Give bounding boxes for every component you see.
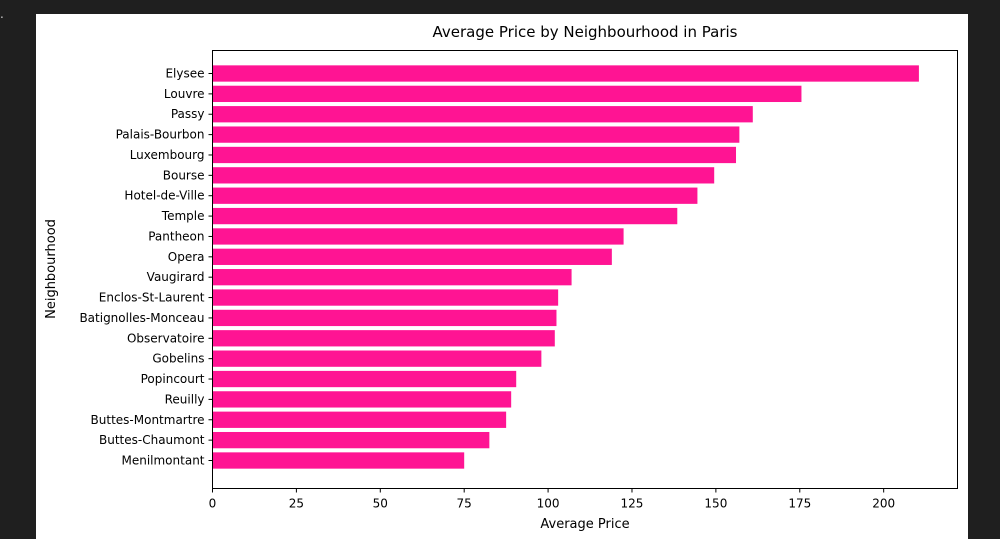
bar (212, 228, 624, 245)
x-axis-ticks: 0 25 50 75 100 125 150 175 200 (209, 488, 895, 511)
x-tick-label: 25 (289, 497, 304, 511)
bar (212, 431, 490, 449)
x-axis-label: Average Price (540, 517, 629, 532)
y-tick-label: Batignolles-Monceau (79, 311, 204, 325)
y-tick-label: Gobelins (152, 352, 204, 366)
bar (212, 391, 512, 408)
y-tick-label: Popincourt (141, 372, 205, 386)
y-tick-label: Pantheon (148, 229, 204, 243)
chart-figure: Average Price by Neighbourhood in Paris … (36, 14, 968, 539)
y-tick-label: Buttes-Chaumont (99, 433, 205, 447)
x-tick-label: 200 (872, 497, 895, 511)
y-tick-label: Buttes-Montmartre (91, 413, 205, 427)
x-tick-label: 75 (457, 497, 472, 511)
window-edge-mark: . (0, 7, 4, 21)
chart-title: Average Price by Neighbourhood in Paris (433, 23, 738, 41)
bar (212, 85, 802, 103)
y-tick-label: Passy (171, 107, 205, 121)
bar (212, 106, 753, 123)
y-tick-label: Temple (161, 209, 205, 223)
bar (212, 289, 559, 306)
y-tick-label: Menilmontant (121, 454, 204, 468)
x-tick-label: 100 (537, 497, 560, 511)
bar (212, 207, 678, 225)
bar (212, 452, 465, 469)
y-tick-label: Reuilly (165, 392, 205, 406)
y-tick-label: Elysee (165, 67, 204, 81)
x-tick-label: 125 (621, 497, 644, 511)
bar (212, 187, 698, 204)
bar (212, 65, 919, 82)
y-axis-label: Neighbourhood (44, 219, 59, 319)
bar-chart: Average Price by Neighbourhood in Paris … (44, 23, 958, 532)
bar (212, 350, 542, 367)
x-tick-label: 150 (704, 497, 727, 511)
bar (212, 248, 612, 265)
y-tick-label: Vaugirard (147, 270, 205, 284)
x-tick-label: 0 (209, 497, 217, 511)
y-tick-label: Bourse (163, 168, 205, 182)
bar (212, 167, 715, 184)
y-tick-label: Luxembourg (130, 148, 205, 162)
y-axis-ticks: Elysee Louvre Passy Palais-Bourbon Luxembour… (79, 67, 213, 468)
y-tick-label: Observatoire (127, 331, 205, 345)
x-tick-label: 50 (373, 497, 388, 511)
bars-group (212, 65, 919, 469)
bar (212, 269, 572, 286)
y-tick-label: Palais-Bourbon (116, 128, 205, 142)
bar (212, 370, 517, 388)
bar (212, 330, 555, 347)
plot-frame (212, 50, 958, 489)
x-tick-label: 175 (788, 497, 811, 511)
y-tick-label: Hotel-de-Ville (124, 189, 204, 203)
y-tick-label: Enclos-St-Laurent (99, 291, 205, 305)
y-tick-label: Opera (168, 250, 205, 264)
bar (212, 146, 737, 164)
bar (212, 309, 557, 327)
bar (212, 126, 740, 143)
y-tick-label: Louvre (164, 87, 205, 101)
bar (212, 411, 507, 428)
